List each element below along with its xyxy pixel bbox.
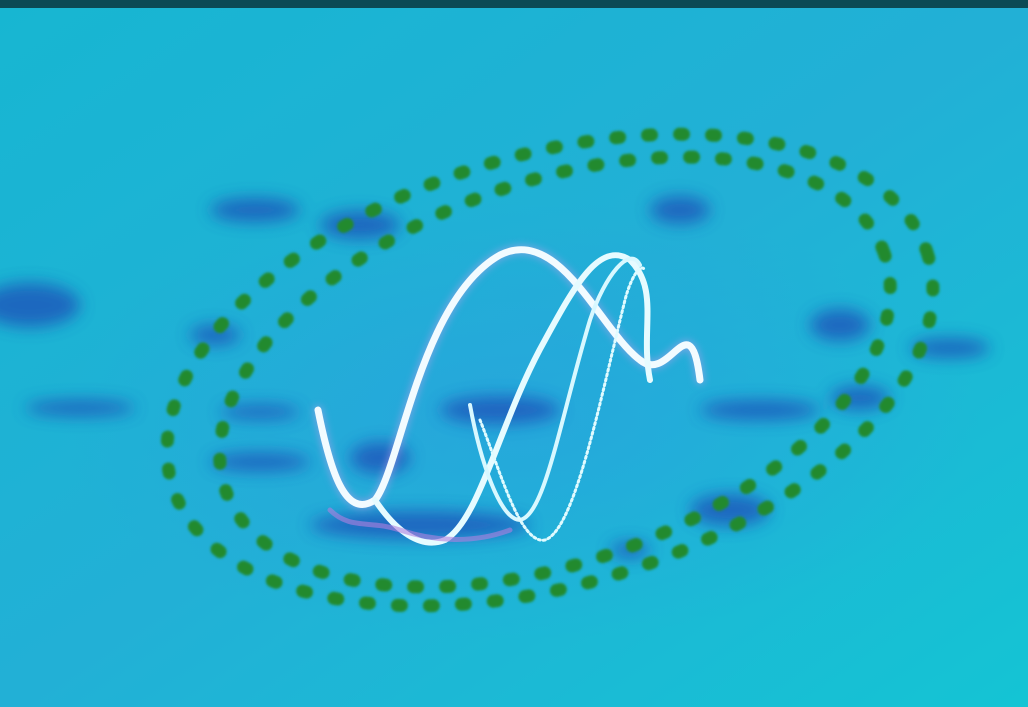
artwork	[0, 0, 1028, 707]
page: (() => { const data = JSON.parse(documen…	[0, 0, 1028, 707]
